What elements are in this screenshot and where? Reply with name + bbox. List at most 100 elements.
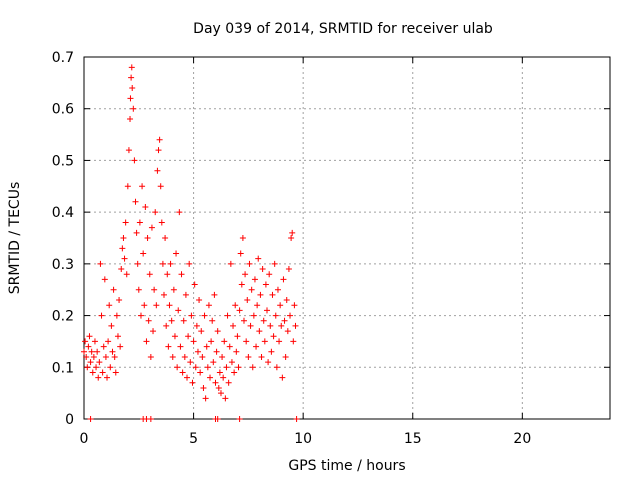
data-point: [233, 348, 240, 355]
data-point: [108, 322, 115, 329]
data-point: [153, 302, 160, 309]
chart-title: Day 039 of 2014, SRMTID for receiver ula…: [193, 21, 493, 37]
data-point: [98, 312, 105, 319]
data-point: [169, 353, 176, 360]
data-point: [143, 338, 150, 345]
data-point: [86, 333, 93, 340]
data-point: [157, 183, 164, 190]
data-point: [109, 348, 116, 355]
data-point: [244, 297, 251, 304]
data-point: [106, 302, 113, 309]
data-point: [197, 369, 204, 376]
data-point: [156, 136, 163, 143]
data-point: [285, 266, 292, 273]
data-point: [253, 343, 260, 350]
data-point: [201, 312, 208, 319]
data-point: [239, 235, 246, 241]
data-point: [188, 312, 195, 319]
data-point: [90, 353, 97, 360]
data-point: [171, 333, 178, 340]
data-point: [121, 255, 128, 262]
data-point: [119, 245, 126, 252]
grid: [84, 57, 610, 419]
data-point: [220, 374, 227, 381]
data-point: [276, 338, 283, 345]
data-point: [235, 364, 242, 371]
x-tick-label: 10: [294, 431, 312, 447]
data-point: [234, 333, 241, 340]
data-point: [131, 157, 138, 164]
data-point: [104, 374, 111, 381]
data-point: [217, 390, 224, 397]
data-point: [139, 183, 146, 190]
data-point: [182, 291, 189, 298]
data-point: [185, 333, 192, 340]
data-point: [125, 147, 132, 154]
data-point: [240, 317, 247, 324]
data-point: [254, 302, 261, 309]
data-point: [191, 281, 198, 288]
data-point: [228, 359, 235, 366]
x-tick-label: 5: [189, 431, 198, 447]
data-point: [207, 374, 214, 381]
data-point: [236, 307, 243, 314]
data-point: [81, 348, 87, 355]
data-point: [257, 291, 264, 298]
y-tick-label: 0.4: [52, 205, 74, 221]
data-point: [272, 312, 279, 319]
data-point: [123, 271, 130, 278]
data-point: [129, 85, 136, 92]
data-point: [177, 343, 184, 350]
data-point: [192, 364, 199, 371]
data-point: [211, 291, 218, 298]
data-point: [176, 209, 183, 216]
y-tick-label: 0.2: [52, 309, 74, 325]
data-point: [292, 322, 299, 329]
data-point: [198, 328, 205, 335]
data-point: [116, 297, 123, 304]
data-point: [227, 260, 234, 267]
data-point: [284, 328, 291, 335]
data-point: [102, 353, 109, 360]
data-point: [289, 229, 296, 236]
data-point: [110, 286, 117, 293]
data-point: [250, 312, 257, 319]
data-point: [163, 322, 170, 329]
data-point: [167, 260, 174, 267]
y-axis-label: SRMTID / TECUs: [7, 182, 23, 295]
data-point: [94, 348, 101, 355]
data-point: [267, 322, 274, 329]
data-point: [282, 353, 289, 360]
data-point: [260, 317, 267, 324]
data-point: [273, 364, 280, 371]
data-point: [247, 322, 254, 329]
data-point: [165, 343, 172, 350]
data-point: [134, 260, 141, 267]
axis-ticks: 0 0.1 0.2 0.3 0.4 0.5 0.6 0.7 0 5 10 15 20: [52, 50, 610, 447]
data-point: [93, 364, 100, 371]
data-point: [180, 317, 187, 324]
data-point: [232, 302, 239, 309]
data-point: [214, 328, 221, 335]
data-point: [107, 364, 114, 371]
x-tick-label: 20: [513, 431, 531, 447]
data-point: [84, 364, 91, 371]
data-point: [262, 281, 269, 288]
data-point: [175, 307, 182, 314]
data-point: [144, 235, 151, 241]
data-point: [97, 260, 104, 267]
data-point: [145, 317, 152, 324]
data-point: [238, 281, 245, 288]
data-point: [168, 317, 175, 324]
data-point: [83, 353, 90, 360]
data-point: [105, 338, 112, 345]
data-point: [159, 260, 166, 267]
data-point: [225, 379, 232, 386]
data-point: [258, 353, 265, 360]
data-point: [243, 338, 250, 345]
data-point: [89, 369, 96, 376]
data-point: [122, 219, 129, 226]
data-point: [222, 395, 229, 402]
data-point: [230, 322, 237, 329]
